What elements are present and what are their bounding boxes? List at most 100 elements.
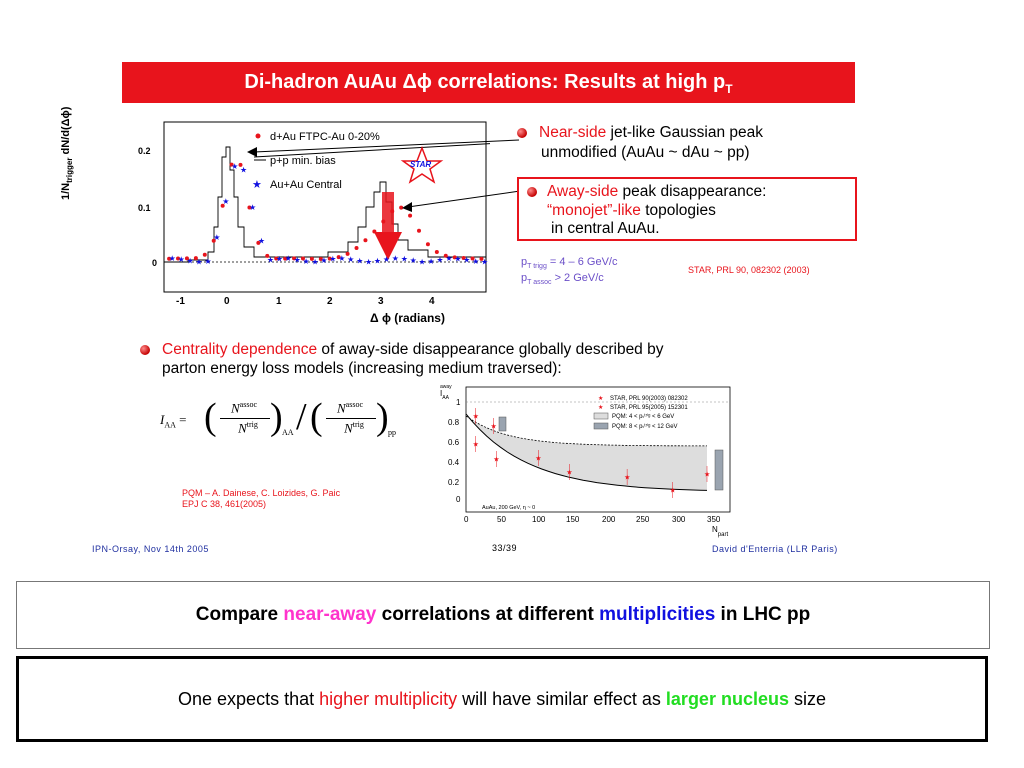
plot1-xtick: -1 [176,296,185,307]
compare-part: correlations at different [376,604,600,625]
dau-point [300,256,305,261]
plot2-ytick: 1 [456,398,461,407]
dau-point [372,229,377,234]
cut-assoc-rest: > 2 GeV/c [551,272,604,284]
auau-point: ★ [463,256,470,265]
expect-text: One expects that higher multiplicity wil… [19,689,985,710]
auau-point: ★ [258,237,265,246]
plot1-ylabel: 1/Ntrigger dN/d(Δϕ) [60,50,74,200]
near-side-arrow [247,139,520,157]
away-side-highlight: Away-side [547,183,619,200]
auau-point: ★ [419,257,426,266]
auau-point: ★ [356,257,363,266]
auau-point: ★ [401,255,408,264]
dau-point [176,256,181,261]
plot2-xtick: 250 [636,515,650,524]
dau-point [399,205,404,210]
cut-assoc-p: p [521,272,528,284]
near-side-highlight: Near-side [539,124,607,141]
auau-point: ★ [303,257,310,266]
pqm-lower-curve [465,413,708,491]
dau-point [193,256,198,261]
plot2-ylabel-sup: away [440,384,452,390]
bullet-icon [517,128,527,138]
star-logo-text: STAR [410,160,431,169]
cut-trigger-sub: T trigg [527,263,547,271]
dau-point [283,256,288,261]
plot2-annotation: AuAu, 200 GeV, η ~ 0 [482,505,535,511]
plot1-legend-pp: p+p min. bias [270,155,336,167]
auau-point: ★ [392,254,399,263]
auau-point: ★ [427,257,434,266]
pqm-ref-line2: EPJ C 38, 461(2005) [182,499,267,509]
formula-num1-n: N [231,400,240,416]
formula-den2-n: N [344,420,353,436]
iaa-plot: ★ ★ ★ ★ ★ ★ ★ ★ ★ 1 0.8 0.6 0.4 0.2 0 0 50 100 1… [440,384,731,538]
away-side-pointer [402,190,521,212]
centrality-rest: of away-side disappearance globally desc… [317,341,664,358]
plot2-ytick: 0.2 [448,478,460,487]
iaa-point: ★ [624,474,630,482]
iaa-point: ★ [535,455,541,463]
auau-point: ★ [231,162,238,171]
cut-assoc: pT assoc > 2 GeV/c [521,272,604,286]
legend-marker-dau [255,133,261,139]
iaa-point: ★ [493,456,499,464]
expect-highlight-nucleus: larger nucleus [665,689,789,709]
dau-point [202,252,207,257]
iaa-point: ★ [566,469,572,477]
plot1-legend-dau: d+Au FTPC-Au 0-20% [270,131,380,143]
auau-point: ★ [187,256,194,265]
iaa-point: ★ [704,471,710,479]
formula-den1-n: N [238,420,247,436]
formula-slash: / [296,396,307,438]
footer-left: IPN-Orsay, Nov 14th 2005 [92,544,209,554]
formula-den1-sup: trig [246,420,258,429]
plot2-xlabel-sub: part [718,532,729,538]
dau-point [425,242,430,247]
dau-point [461,256,466,261]
expect-highlight-multiplicity: higher multiplicity [319,689,458,709]
dau-point [452,255,457,260]
compare-part: Compare [195,604,284,625]
dau-point [443,253,448,258]
dau-point [247,205,252,210]
dau-point [265,253,270,258]
legend-pqm-box [593,422,609,430]
formula-fraction-bar [326,418,376,419]
dau-point [363,238,368,243]
footer-right: David d'Enterria (LLR Paris) [712,544,838,554]
plot2-legend: PQM: 4 < pₜᵗʳⁱᵍ < 6 GeV [612,412,674,420]
iaa-point: ★ [670,487,676,495]
auau-point: ★ [472,257,479,266]
plot2-ylabel: IAA [440,389,450,401]
away-side-line2-rest: topologies [640,202,716,219]
plot1-xtick: 1 [276,296,282,307]
auau-point: ★ [195,257,202,266]
auau-point: ★ [204,257,211,266]
compare-box: Compare near-away correlations at differ… [16,581,990,649]
legend-pqm-box [593,412,609,420]
dau-point [274,256,279,261]
dau-point [470,256,475,261]
expect-box: One expects that higher multiplicity wil… [16,656,988,742]
slide-title-main: Di-hadron AuAu Δϕ correlations: Results … [244,71,726,93]
delta-phi-plot: ★ ★ ★ ★ ★★★★ ★★★★ ★ ★ ★ ★ ★ ★ ★ ★ ★ ★ ★ ★ ★ ★ ★ ★ ★ ★ ★ ★ ★ ★ ★ ★ -1 … [138,121,490,325]
near-side-rest: jet-like Gaussian peak [606,124,764,141]
formula-lhs-sub: AA [164,420,176,430]
near-side-line2: unmodified (AuAu ~ dAu ~ pp) [541,144,750,161]
auau-point: ★ [169,254,176,263]
auau-point: ★ [267,256,274,265]
auau-point: ★ [178,255,185,264]
iaa-point: ★ [491,423,497,431]
formula-fraction-bar [220,418,270,419]
slide-title-sub: T [725,82,733,96]
plot2-xtick: 0 [464,515,469,524]
bullet-icon [140,345,150,355]
plot2-yticks: 1 0.8 0.6 0.4 0.2 0 [448,398,461,504]
syst-box [714,449,724,491]
formula-num2-n: N [337,400,346,416]
expect-part: One expects that [178,689,320,709]
plot1-xticks: -1 0 1 2 3 4 [176,296,435,307]
plot1-ytick: 0.1 [138,203,151,213]
